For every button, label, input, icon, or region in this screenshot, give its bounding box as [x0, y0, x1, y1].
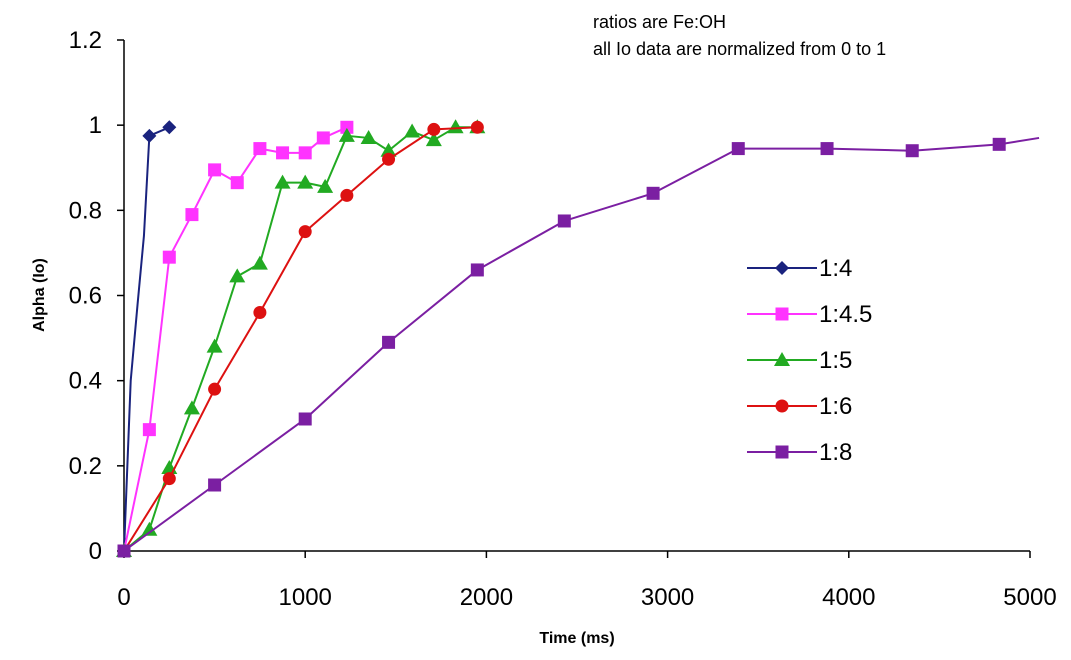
data-point: [142, 423, 156, 437]
y-tick-label: 0.6: [69, 283, 102, 310]
legend-marker: [775, 399, 789, 413]
data-point: [298, 225, 312, 239]
data-point: [316, 131, 330, 145]
series-line: [123, 126, 478, 552]
x-tick-label: 3000: [641, 584, 694, 611]
data-point: [820, 142, 834, 156]
series-line: [123, 126, 348, 552]
y-tick-label: 0.8: [69, 197, 102, 224]
data-point: [297, 174, 314, 189]
series-layer: [116, 119, 1040, 558]
x-axis-title: Time (ms): [539, 630, 614, 647]
y-tick-label: 0: [89, 538, 102, 565]
legend-marker: [774, 352, 790, 366]
data-point: [142, 128, 157, 143]
data-point: [208, 382, 222, 396]
legend-label: 1:8: [819, 439, 852, 466]
y-tick-label: 0.4: [69, 368, 102, 395]
data-point: [208, 478, 222, 492]
legend-label: 1:4.5: [819, 301, 872, 328]
legend-item: 1:5: [747, 347, 852, 374]
data-point: [382, 335, 396, 349]
y-tick-label: 0.2: [69, 453, 102, 480]
data-point: [185, 208, 199, 222]
legend-item: 1:4.5: [747, 301, 872, 328]
data-point: [251, 255, 268, 270]
legend-label: 1:6: [819, 393, 852, 420]
legend: 1:4 1:4.5 1:5 1:6 1:8: [747, 255, 872, 466]
annotation-normalized: all Io data are normalized from 0 to 1: [593, 39, 886, 59]
data-point: [427, 122, 441, 136]
data-point: [183, 400, 200, 415]
data-point: [206, 338, 223, 353]
data-point: [380, 142, 397, 157]
data-point: [447, 119, 464, 134]
legend-marker: [775, 307, 789, 321]
legend-marker: [775, 445, 789, 459]
x-tick-label: 5000: [1003, 584, 1056, 611]
data-point: [208, 163, 222, 177]
data-point: [274, 174, 291, 189]
series-1:5: [116, 119, 486, 557]
data-point: [253, 142, 267, 156]
x-tick-label: 1000: [279, 584, 332, 611]
data-point: [117, 544, 131, 558]
data-point: [298, 412, 312, 426]
legend-item: 1:4: [747, 255, 852, 282]
data-point: [425, 132, 442, 147]
legend-item: 1:8: [747, 439, 852, 466]
data-point: [317, 178, 334, 193]
data-point: [470, 263, 484, 277]
data-point: [338, 127, 355, 142]
data-point: [646, 186, 660, 200]
axes: [123, 40, 1030, 552]
series-line: [123, 136, 1040, 552]
data-point: [905, 144, 919, 158]
series-1:4: [123, 120, 177, 552]
data-point: [276, 146, 290, 160]
data-point: [382, 152, 396, 166]
x-tick-label: 4000: [822, 584, 875, 611]
x-ticks: 0 1000 2000 3000 4000 5000: [117, 551, 1057, 611]
series-1:8: [117, 136, 1040, 558]
x-tick-label: 0: [117, 584, 130, 611]
data-point: [470, 120, 484, 134]
data-point: [162, 472, 176, 486]
legend-item: 1:6: [747, 393, 852, 420]
data-point: [298, 146, 312, 160]
legend-marker: [775, 261, 789, 275]
data-point: [162, 250, 176, 264]
data-point: [731, 142, 745, 156]
data-point: [404, 123, 421, 138]
y-tick-label: 1.2: [69, 27, 102, 54]
data-point: [162, 120, 177, 135]
data-point: [230, 176, 244, 190]
data-point: [340, 120, 354, 134]
data-point: [360, 129, 377, 144]
data-point: [141, 521, 158, 536]
legend-label: 1:5: [819, 347, 852, 374]
y-ticks: 0 0.2 0.4 0.6 0.8 1 1.2: [69, 27, 124, 565]
data-point: [340, 188, 354, 202]
y-axis-title: Alpha (Io): [31, 258, 48, 332]
data-point: [557, 214, 571, 228]
annotation-ratio: ratios are Fe:OH: [593, 12, 726, 32]
legend-label: 1:4: [819, 255, 852, 282]
data-point: [229, 268, 246, 283]
data-point: [253, 306, 267, 320]
series-line: [123, 126, 478, 552]
x-tick-label: 2000: [460, 584, 513, 611]
data-point: [992, 137, 1006, 151]
y-tick-label: 1: [89, 112, 102, 139]
